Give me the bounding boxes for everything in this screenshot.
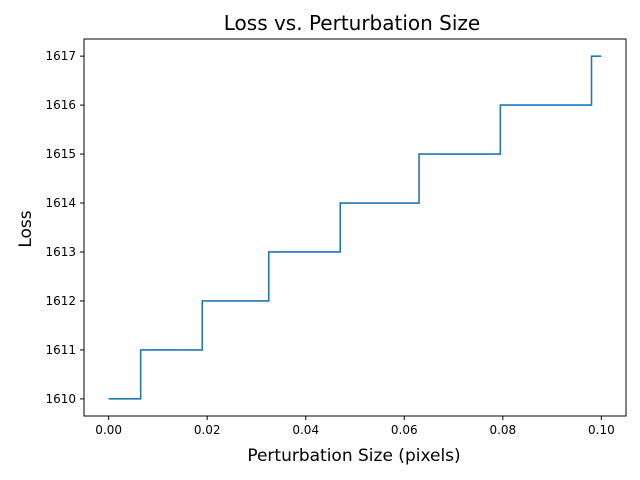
plot-area xyxy=(83,38,627,417)
y-tick-label: 1614 xyxy=(45,196,76,210)
y-tick-label: 1617 xyxy=(45,49,76,63)
y-tick-label: 1613 xyxy=(45,245,76,259)
y-axis-ticks: 1610 1611 1612 1613 1614 1615 1616 1617 xyxy=(45,49,84,406)
y-axis-label: Loss xyxy=(16,210,36,247)
y-tick-label: 1616 xyxy=(45,98,76,112)
chart-title: Loss vs. Perturbation Size xyxy=(224,11,480,35)
x-tick-label: 0.00 xyxy=(95,423,122,437)
series-line-0 xyxy=(108,55,602,400)
x-tick-label: 0.02 xyxy=(194,423,221,437)
y-tick-label: 1615 xyxy=(45,147,76,161)
x-tick-label: 0.10 xyxy=(588,423,615,437)
x-tick-label: 0.04 xyxy=(292,423,319,437)
y-tick-label: 1610 xyxy=(45,392,76,406)
x-tick-label: 0.08 xyxy=(489,423,516,437)
x-axis-ticks: 0.00 0.02 0.04 0.06 0.08 0.10 xyxy=(95,416,615,437)
x-axis-label: Perturbation Size (pixels) xyxy=(247,446,460,466)
x-tick-label: 0.06 xyxy=(391,423,418,437)
y-tick-label: 1611 xyxy=(45,343,76,357)
plot-frame xyxy=(83,38,627,417)
y-tick-label: 1612 xyxy=(45,294,76,308)
